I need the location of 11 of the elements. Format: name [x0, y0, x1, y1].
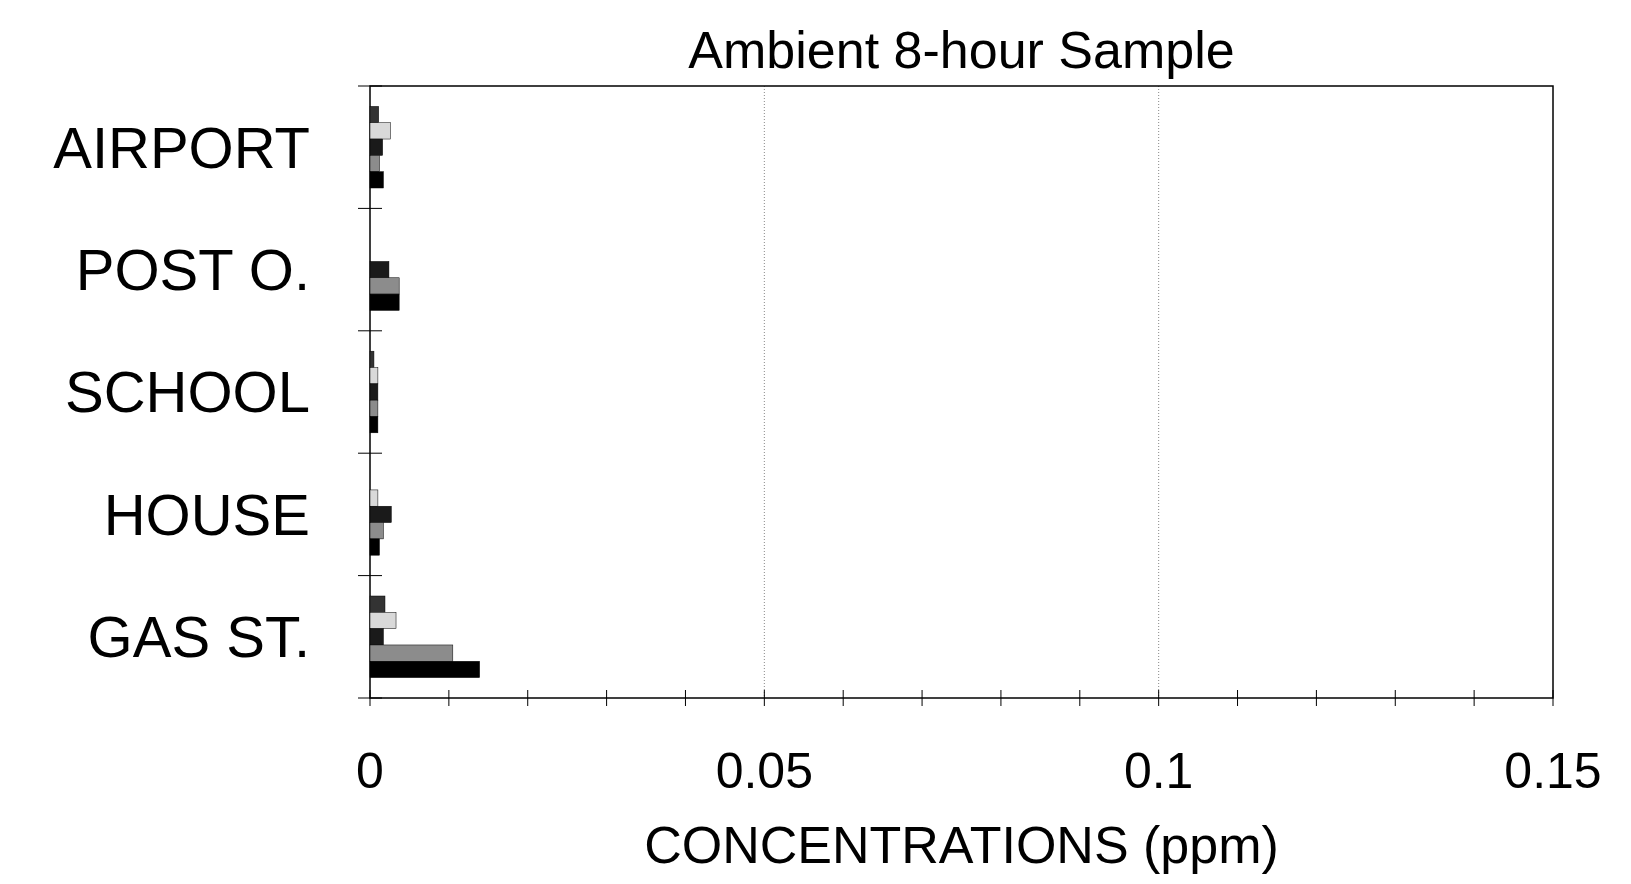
y-tick-label: AIRPORT	[53, 114, 310, 180]
x-tick-label: 0.1	[1123, 743, 1194, 799]
x-axis-title: CONCENTRATIONS (ppm)	[644, 816, 1279, 874]
y-tick-label: GAS ST.	[87, 604, 310, 670]
x-tick-label: 0	[356, 743, 384, 799]
chart-title: Ambient 8-hour Sample	[688, 21, 1235, 79]
y-tick-label: SCHOOL	[65, 359, 310, 425]
x-tick-label: 0.15	[1504, 743, 1602, 799]
y-tick-label: HOUSE	[103, 481, 310, 547]
y-tick-label: POST O.	[75, 236, 310, 302]
x-tick-label: 0.05	[715, 743, 813, 799]
